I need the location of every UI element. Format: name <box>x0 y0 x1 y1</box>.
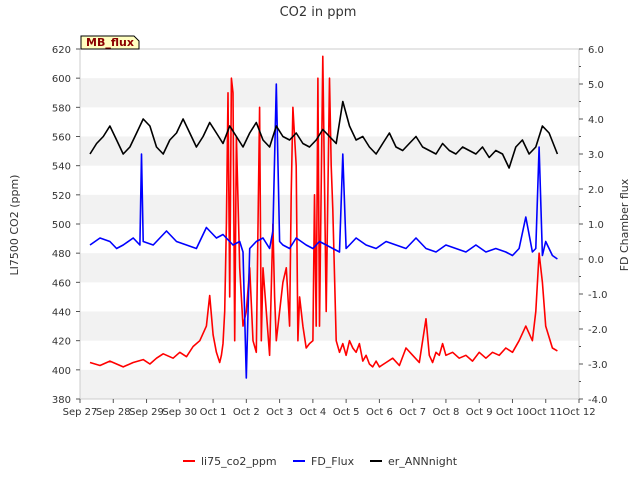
right-tick-label: -1.0 <box>588 290 608 301</box>
plot-band <box>80 311 579 341</box>
left-tick-label: 440 <box>52 308 71 319</box>
x-tick-label: Oct 9 <box>466 407 493 418</box>
badge-shape <box>80 35 140 50</box>
left-tick-label: 380 <box>52 395 71 406</box>
x-tick-label: Sep 29 <box>129 407 164 418</box>
x-tick-label: Oct 1 <box>200 407 227 418</box>
x-tick-label: Oct 3 <box>266 407 293 418</box>
x-tick-label: Oct 6 <box>366 407 393 418</box>
left-tick-label: 420 <box>52 337 71 348</box>
right-tick-label: 6.0 <box>588 45 604 56</box>
plot-band <box>80 369 579 399</box>
right-tick-label: 3.0 <box>588 150 604 161</box>
x-tick-label: Oct 11 <box>529 407 562 418</box>
plot-band <box>80 194 579 224</box>
x-tick-label: Sep 28 <box>96 407 131 418</box>
right-tick-label: -3.0 <box>588 360 608 371</box>
legend-label-li75: li75_co2_ppm <box>201 455 277 468</box>
x-tick-label: Sep 30 <box>162 407 197 418</box>
legend-label-fd: FD_Flux <box>311 455 355 468</box>
series-line-er_ANNnight <box>89 100 559 169</box>
left-tick-label: 620 <box>52 45 71 56</box>
right-tick-label: -4.0 <box>588 395 608 406</box>
y-axis-right-label: FD Chamber flux <box>618 178 631 271</box>
series-line-FD_Flux <box>89 83 558 379</box>
x-tick-label: Oct 8 <box>433 407 460 418</box>
left-tick-label: 480 <box>52 249 71 260</box>
legend: li75_co2_ppm FD_Flux er_ANNnight <box>183 455 458 468</box>
series-line-li75_co2_ppm <box>89 55 558 368</box>
right-tick-label: 1.0 <box>588 220 604 231</box>
x-tick-label: Oct 10 <box>496 407 529 418</box>
left-tick-label: 560 <box>52 133 71 144</box>
left-tick-label: 600 <box>52 74 71 85</box>
legend-label-ann: er_ANNnight <box>388 455 458 468</box>
left-tick-label: 500 <box>52 220 71 231</box>
right-tick-label: 2.0 <box>588 185 604 196</box>
series-group <box>89 55 559 379</box>
left-tick-label: 540 <box>52 162 71 173</box>
right-axis-ticks: -4.0 -3.0 -2.0 -1.0 0.0 1.0 2.0 3.0 4.0 5.0 6.0 <box>579 45 608 406</box>
x-tick-label: Oct 5 <box>333 407 360 418</box>
chart-title: CO2 in ppm <box>280 5 357 20</box>
x-tick-label: Oct 2 <box>233 407 260 418</box>
x-tick-label: Sep 27 <box>63 407 98 418</box>
left-tick-label: 580 <box>52 103 71 114</box>
right-tick-label: 5.0 <box>588 80 604 91</box>
left-axis-ticks: 380 400 420 440 460 480 500 520 540 560 580 600 620 <box>52 45 80 406</box>
x-tick-label: Oct 4 <box>299 407 326 418</box>
mb-flux-badge: MB_flux <box>80 35 140 50</box>
left-tick-label: 460 <box>52 278 71 289</box>
badge-label: MB_flux <box>86 36 134 49</box>
x-tick-label: Oct 12 <box>562 407 595 418</box>
right-tick-label: -2.0 <box>588 325 608 336</box>
left-tick-label: 520 <box>52 191 71 202</box>
left-tick-label: 400 <box>52 366 71 377</box>
x-tick-label: Oct 7 <box>399 407 426 418</box>
y-axis-left-label: LI7500 CO2 (ppm) <box>8 175 21 276</box>
right-tick-label: 0.0 <box>588 255 604 266</box>
plot-band <box>80 253 579 283</box>
right-tick-label: 4.0 <box>588 115 604 126</box>
